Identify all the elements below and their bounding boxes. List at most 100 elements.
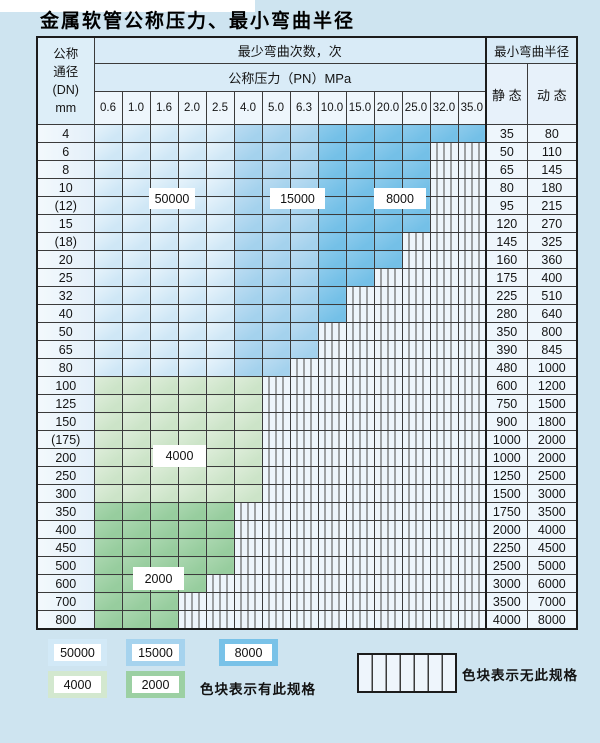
grid-cell [457, 358, 487, 377]
grid-cell [429, 340, 459, 359]
table-row: 125 750 1500 [36, 394, 578, 413]
grid-cell [401, 592, 431, 611]
dynamic-radius-cell: 80 [526, 124, 578, 143]
grid-cell [457, 376, 487, 395]
grid-cell [149, 592, 179, 611]
grid-cell [233, 538, 263, 557]
legend-no-spec-text: 色块表示无此规格 [462, 668, 578, 683]
grid-cell [205, 304, 235, 323]
grid-cell [345, 592, 375, 611]
grid-cell [401, 610, 431, 630]
grid-cell [205, 430, 235, 449]
grid-cell [261, 250, 291, 269]
scan-artifact-strip [0, 0, 255, 12]
dynamic-radius-cell: 640 [526, 304, 578, 323]
grid-cell [373, 412, 403, 431]
grid-cell [345, 502, 375, 521]
dn-cell: 65 [36, 340, 95, 359]
legend-swatch-50000: 50000 [48, 639, 107, 666]
grid-cell [289, 142, 319, 161]
grid-cell [205, 142, 235, 161]
dynamic-radius-cell: 400 [526, 268, 578, 287]
table-row: 300 1500 3000 [36, 484, 578, 503]
grid-cell [345, 430, 375, 449]
dn-cell: 100 [36, 376, 95, 395]
pressure-tick: 32.0 [429, 91, 459, 125]
table-row: (18) 145 325 [36, 232, 578, 251]
dn-cell: 200 [36, 448, 95, 467]
grid-cell [289, 286, 319, 305]
grid-cell [457, 574, 487, 593]
grid-cell [149, 358, 179, 377]
grid-cell [429, 556, 459, 575]
static-radius-cell: 900 [485, 412, 528, 431]
grid-cell [121, 358, 151, 377]
grid-cell [93, 430, 123, 449]
grid-cell [401, 268, 431, 287]
grid-cell [93, 502, 123, 521]
grid-cell [149, 142, 179, 161]
grid-cell [317, 502, 347, 521]
static-radius-cell: 600 [485, 376, 528, 395]
grid-cell [149, 484, 179, 503]
table-row: 6 50 110 [36, 142, 578, 161]
legend-label-4000: 4000 [54, 676, 101, 693]
dn-column-header: 公称 通径 (DN) mm [36, 36, 95, 125]
dynamic-radius-cell: 4000 [526, 520, 578, 539]
pressure-tick: 5.0 [261, 91, 291, 125]
grid-cell [93, 232, 123, 251]
grid-cell [177, 304, 207, 323]
dynamic-radius-cell: 4500 [526, 538, 578, 557]
grid-cell [429, 214, 459, 233]
grid-cell [205, 214, 235, 233]
grid-cell [177, 556, 207, 575]
grid-cell [261, 376, 291, 395]
dynamic-radius-cell: 510 [526, 286, 578, 305]
grid-cell [233, 520, 263, 539]
grid-cell [205, 484, 235, 503]
grid-cell [401, 214, 431, 233]
grid-cell [317, 322, 347, 341]
grid-cell [289, 502, 319, 521]
grid-cell [401, 304, 431, 323]
grid-cell [345, 160, 375, 179]
grid-cell [317, 376, 347, 395]
dynamic-radius-cell: 1500 [526, 394, 578, 413]
grid-cell [149, 520, 179, 539]
grid-cell [205, 520, 235, 539]
grid-cell [121, 250, 151, 269]
static-radius-cell: 1000 [485, 448, 528, 467]
grid-cell [233, 160, 263, 179]
grid-cell [177, 358, 207, 377]
grid-cell [457, 304, 487, 323]
grid-cell [149, 412, 179, 431]
static-radius-cell: 480 [485, 358, 528, 377]
grid-cell [121, 214, 151, 233]
grid-cell [121, 124, 151, 143]
grid-cell [317, 142, 347, 161]
grid-cell [345, 538, 375, 557]
grid-cell [93, 610, 123, 630]
dn-cell: 32 [36, 286, 95, 305]
table-row: (175) 1000 2000 [36, 430, 578, 449]
grid-cell [93, 322, 123, 341]
grid-cell [373, 520, 403, 539]
spec-table: 公称 通径 (DN) mm 最少弯曲次数，次 最小弯曲半径 公称压力（PN）MPa 静… [36, 36, 579, 630]
dynamic-radius-cell: 7000 [526, 592, 578, 611]
grid-cell [317, 430, 347, 449]
grid-cell [93, 358, 123, 377]
grid-cell [177, 592, 207, 611]
pressure-tick: 10.0 [317, 91, 347, 125]
grid-cell [457, 142, 487, 161]
grid-cell [429, 232, 459, 251]
grid-cell [233, 322, 263, 341]
grid-cell [345, 214, 375, 233]
dynamic-radius-cell: 3000 [526, 484, 578, 503]
grid-cell [93, 304, 123, 323]
grid-cell [177, 160, 207, 179]
grid-cell [457, 466, 487, 485]
header-row-2: 公称压力（PN）MPa 静 态 动 态 [37, 63, 578, 125]
grid-cell [121, 484, 151, 503]
dynamic-radius-cell: 145 [526, 160, 578, 179]
grid-cell [233, 286, 263, 305]
